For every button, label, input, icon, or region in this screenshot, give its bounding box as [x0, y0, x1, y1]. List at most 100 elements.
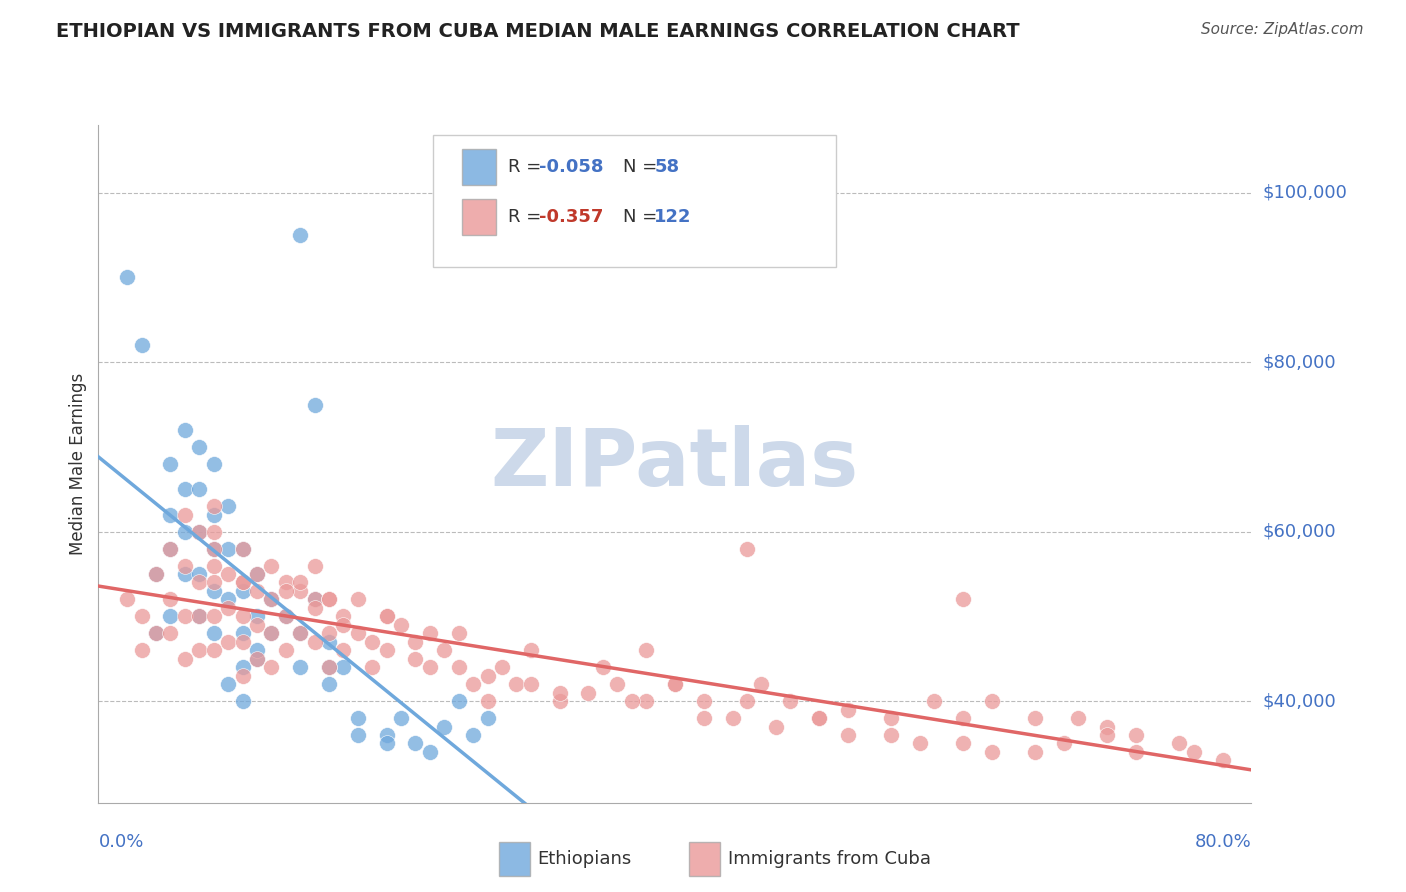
- Point: [1125, 745, 1147, 759]
- Point: [131, 643, 153, 657]
- Point: [290, 660, 312, 674]
- Text: N =: N =: [623, 158, 664, 176]
- Point: [246, 609, 269, 624]
- Text: 58: 58: [654, 158, 679, 176]
- Point: [260, 558, 283, 573]
- Point: [375, 609, 398, 624]
- Point: [117, 592, 138, 607]
- Point: [188, 440, 211, 454]
- Point: [145, 626, 167, 640]
- Point: [260, 660, 283, 674]
- Point: [1024, 745, 1046, 759]
- Point: [231, 575, 254, 590]
- Point: [837, 703, 859, 717]
- Point: [880, 728, 903, 742]
- Point: [332, 609, 354, 624]
- Text: Ethiopians: Ethiopians: [537, 850, 631, 868]
- Point: [880, 711, 903, 725]
- Point: [117, 270, 138, 285]
- Point: [419, 745, 441, 759]
- Point: [751, 677, 773, 691]
- Point: [1053, 736, 1076, 750]
- Text: R =: R =: [508, 208, 547, 226]
- Point: [202, 609, 225, 624]
- Point: [693, 711, 716, 725]
- Point: [981, 745, 1004, 759]
- Point: [260, 592, 283, 607]
- Point: [174, 482, 197, 496]
- Point: [188, 575, 211, 590]
- Point: [375, 728, 398, 742]
- Point: [908, 736, 931, 750]
- Point: [217, 635, 239, 649]
- Point: [620, 694, 643, 708]
- Point: [520, 677, 543, 691]
- Point: [202, 558, 225, 573]
- Point: [274, 643, 297, 657]
- Point: [922, 694, 945, 708]
- Point: [174, 558, 197, 573]
- Point: [548, 685, 571, 699]
- Point: [188, 482, 211, 496]
- Point: [318, 626, 340, 640]
- Point: [202, 499, 225, 513]
- Point: [202, 626, 225, 640]
- Point: [231, 669, 254, 683]
- Text: ETHIOPIAN VS IMMIGRANTS FROM CUBA MEDIAN MALE EARNINGS CORRELATION CHART: ETHIOPIAN VS IMMIGRANTS FROM CUBA MEDIAN…: [56, 22, 1019, 41]
- Point: [318, 635, 340, 649]
- Point: [1067, 711, 1090, 725]
- FancyBboxPatch shape: [433, 135, 837, 268]
- Point: [1024, 711, 1046, 725]
- Point: [217, 567, 239, 582]
- Point: [952, 736, 974, 750]
- Point: [145, 626, 167, 640]
- Text: $60,000: $60,000: [1263, 523, 1336, 541]
- Point: [246, 567, 269, 582]
- Point: [246, 617, 269, 632]
- Point: [981, 694, 1004, 708]
- Point: [461, 728, 484, 742]
- Point: [131, 609, 153, 624]
- Point: [174, 651, 197, 665]
- Point: [375, 736, 398, 750]
- Text: N =: N =: [623, 208, 664, 226]
- Point: [304, 558, 326, 573]
- Point: [217, 592, 239, 607]
- Point: [807, 711, 830, 725]
- Point: [520, 643, 543, 657]
- Point: [217, 499, 239, 513]
- Point: [346, 728, 368, 742]
- Point: [318, 660, 340, 674]
- Text: $40,000: $40,000: [1263, 692, 1336, 710]
- Point: [491, 660, 513, 674]
- FancyBboxPatch shape: [461, 149, 496, 185]
- Point: [592, 660, 614, 674]
- Point: [202, 643, 225, 657]
- Point: [447, 694, 470, 708]
- Point: [231, 541, 254, 556]
- Point: [952, 711, 974, 725]
- Point: [332, 643, 354, 657]
- Point: [735, 694, 758, 708]
- Point: [246, 651, 269, 665]
- Point: [290, 575, 312, 590]
- Text: -0.058: -0.058: [538, 158, 603, 176]
- Point: [246, 651, 269, 665]
- Point: [260, 626, 283, 640]
- Point: [1097, 719, 1119, 733]
- Point: [274, 609, 297, 624]
- Point: [419, 626, 441, 640]
- Point: [231, 694, 254, 708]
- Point: [290, 583, 312, 598]
- Point: [332, 617, 354, 632]
- Point: [231, 609, 254, 624]
- Point: [202, 508, 225, 522]
- Point: [274, 575, 297, 590]
- Point: [159, 626, 181, 640]
- Point: [807, 711, 830, 725]
- Point: [174, 423, 197, 437]
- Point: [231, 575, 254, 590]
- Point: [346, 626, 368, 640]
- Text: R =: R =: [508, 158, 547, 176]
- Point: [1182, 745, 1205, 759]
